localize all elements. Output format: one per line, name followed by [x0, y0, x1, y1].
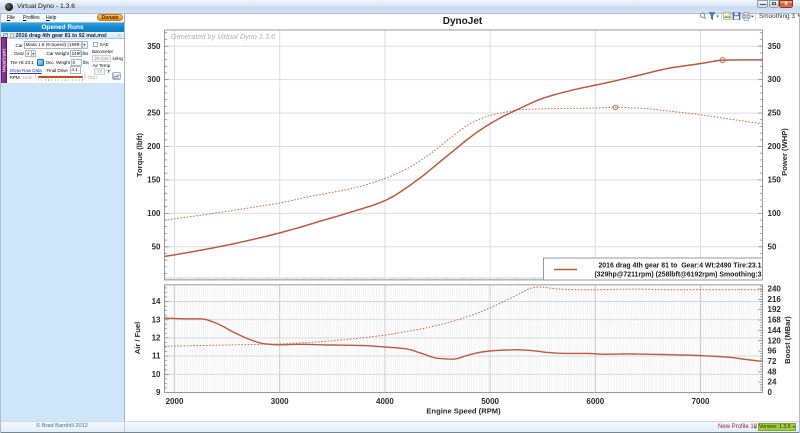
svg-text:250: 250 — [147, 109, 161, 118]
svg-text:6000: 6000 — [586, 397, 604, 406]
svg-text:Power (WHP): Power (WHP) — [780, 128, 789, 176]
svg-text:Torque (lbft): Torque (lbft) — [135, 132, 144, 177]
svg-text:150: 150 — [147, 176, 161, 185]
svg-text:350: 350 — [147, 42, 161, 51]
svg-text:10: 10 — [152, 370, 161, 379]
svg-text:7000: 7000 — [692, 397, 710, 406]
svg-text:14: 14 — [152, 297, 161, 306]
svg-text:Boost (MBar): Boost (MBar) — [783, 316, 792, 364]
svg-text:5000: 5000 — [481, 397, 499, 406]
svg-text:2000: 2000 — [166, 397, 184, 406]
svg-text:DynoJet: DynoJet — [443, 16, 483, 27]
svg-text:12: 12 — [152, 334, 161, 343]
svg-text:2016 drag 4th gear 81 to Gear: 2016 drag 4th gear 81 to Gear:4 Wt:2490 … — [598, 263, 761, 270]
svg-text:3000: 3000 — [271, 397, 289, 406]
svg-text:(329hp@7211rpm) (258lbft@6192r: (329hp@7211rpm) (258lbft@6192rpm) Smooth… — [595, 272, 762, 279]
svg-text:96: 96 — [768, 347, 777, 356]
svg-text:24: 24 — [768, 378, 777, 387]
svg-text:50: 50 — [768, 242, 777, 251]
svg-text:240: 240 — [768, 285, 782, 294]
svg-text:168: 168 — [768, 316, 782, 325]
svg-text:144: 144 — [768, 326, 782, 335]
svg-text:Generated by Virtual Dyno 1.3.: Generated by Virtual Dyno 1.3.6 — [171, 32, 276, 41]
svg-text:72: 72 — [768, 357, 777, 366]
svg-text:300: 300 — [768, 75, 782, 84]
svg-text:11: 11 — [152, 352, 161, 361]
svg-text:9: 9 — [156, 388, 161, 397]
svg-text:48: 48 — [768, 367, 777, 376]
svg-text:13: 13 — [152, 315, 161, 324]
svg-text:4000: 4000 — [376, 397, 394, 406]
svg-text:100: 100 — [147, 209, 161, 218]
svg-text:120: 120 — [768, 336, 782, 345]
svg-text:250: 250 — [768, 109, 782, 118]
svg-text:50: 50 — [152, 242, 161, 251]
svg-text:200: 200 — [147, 142, 161, 151]
svg-text:0: 0 — [768, 388, 773, 397]
svg-text:Engine Speed (RPM): Engine Speed (RPM) — [426, 407, 501, 416]
svg-text:Air / Fuel: Air / Fuel — [133, 322, 142, 355]
svg-text:150: 150 — [768, 176, 782, 185]
svg-text:200: 200 — [768, 142, 782, 151]
svg-text:100: 100 — [768, 209, 782, 218]
svg-text:192: 192 — [768, 305, 782, 314]
svg-text:300: 300 — [147, 75, 161, 84]
svg-text:350: 350 — [768, 42, 782, 51]
svg-text:216: 216 — [768, 295, 782, 304]
